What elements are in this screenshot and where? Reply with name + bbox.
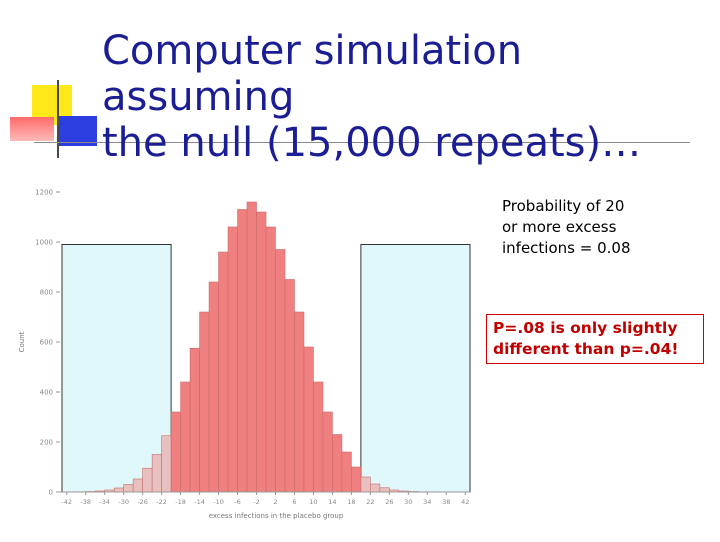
histogram-bar [304,347,313,492]
histogram-bar [323,412,332,492]
x-tick-label: -14 [194,498,205,506]
y-tick-label: 600 [40,339,53,347]
pvalue-callout: P=.08 is only slightly different than p=… [486,314,704,364]
x-tick-label: 14 [328,498,336,506]
x-tick-label: -26 [137,498,148,506]
histogram-bar [143,468,152,492]
x-tick-label: 22 [366,498,374,506]
histogram-bar [313,382,322,492]
x-tick-label: 10 [309,498,317,506]
slide-title: Computer simulation assuming the null (1… [102,28,712,166]
histogram-bar [133,479,142,492]
y-axis-label: Count [18,331,26,352]
y-axis-ticks: 0 200 400 600 800 1000 1200 [35,189,60,497]
histogram-bar [332,435,341,493]
histogram-bar [238,210,247,493]
histogram-bar [275,250,284,493]
decor-red-bar [10,117,54,141]
histogram-bar [342,452,351,492]
y-tick-label: 1000 [35,239,53,247]
x-tick-label: -2 [253,498,259,506]
histogram-bar [209,282,218,492]
x-tick-label: -42 [61,498,72,506]
decor-vertical-line [57,80,59,158]
histogram-bar [257,212,266,492]
x-tick-label: -38 [80,498,91,506]
histogram-bar [114,488,123,492]
y-tick-label: 200 [40,439,53,447]
x-tick-label: 6 [292,498,296,506]
y-tick-label: 800 [40,289,53,297]
histogram-bar [181,382,190,492]
histogram-bar [190,348,199,492]
x-tick-label: 34 [423,498,431,506]
histogram-bar [266,227,275,492]
histogram-bar [294,312,303,492]
x-tick-label: 18 [347,498,355,506]
right-tail-box [361,245,470,493]
histogram-bar [361,477,370,492]
x-tick-label: -34 [99,498,110,506]
y-tick-label: 1200 [35,189,53,197]
histogram-bar [351,467,360,492]
histogram-bar [380,488,389,492]
x-tick-label: -30 [118,498,129,506]
y-tick-label: 0 [49,489,53,497]
y-tick-label: 400 [40,389,53,397]
histogram-bar [152,455,161,493]
x-tick-label: 2 [273,498,277,506]
x-tick-label: -6 [234,498,240,506]
x-tick-label: -18 [175,498,186,506]
histogram-bar [124,485,133,493]
histogram-bar [171,412,180,492]
probability-note: Probability of 20 or more excess infecti… [502,196,702,259]
x-tick-label: 42 [461,498,469,506]
histogram-bar [370,484,379,492]
x-tick-label: 38 [442,498,450,506]
x-tick-label: -10 [213,498,224,506]
x-tick-label: -22 [156,498,167,506]
histogram-bar [200,312,209,492]
histogram-bar [219,252,228,492]
histogram-bar [162,436,171,492]
histogram-bar [228,227,237,492]
x-tick-label: 26 [385,498,393,506]
x-axis-label: excess infections in the placebo group [209,512,344,520]
histogram-bar [247,202,256,492]
x-tick-label: 30 [404,498,412,506]
histogram-bar [285,280,294,493]
